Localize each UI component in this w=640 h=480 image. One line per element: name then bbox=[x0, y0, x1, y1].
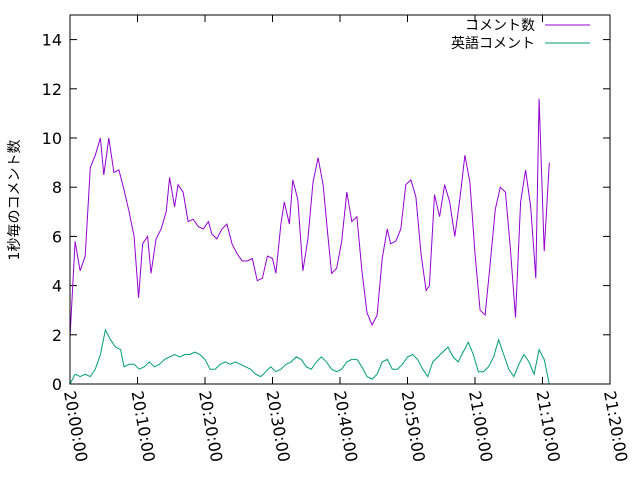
x-tick-label: 20:10:00 bbox=[128, 389, 159, 463]
x-tick-label: 20:30:00 bbox=[263, 389, 294, 463]
x-tick-label: 21:10:00 bbox=[533, 389, 564, 463]
x-tick-label: 20:50:00 bbox=[398, 389, 429, 463]
x-tick-label: 20:00:00 bbox=[60, 389, 91, 463]
y-tick-label: 0 bbox=[52, 375, 62, 394]
y-tick-label: 12 bbox=[42, 80, 62, 99]
y-axis-label: 1秒毎のコメント数 bbox=[7, 140, 23, 261]
x-tick-label: 21:20:00 bbox=[600, 389, 631, 463]
series-line-1 bbox=[69, 328, 550, 385]
y-tick-label: 8 bbox=[52, 178, 62, 197]
series-group bbox=[69, 98, 550, 385]
x-tick-label: 21:00:00 bbox=[465, 389, 496, 463]
y-tick-label: 6 bbox=[52, 227, 62, 246]
y-tick-label: 2 bbox=[52, 326, 62, 345]
legend-label: コメント数 bbox=[465, 18, 535, 34]
y-tick-label: 10 bbox=[42, 129, 62, 148]
y-tick-label: 14 bbox=[42, 31, 62, 50]
x-tick-label: 20:40:00 bbox=[330, 389, 361, 463]
legend-label: 英語コメント bbox=[451, 35, 535, 52]
plot-frame bbox=[69, 14, 611, 385]
series-line-0 bbox=[69, 98, 550, 338]
x-tick-label: 20:20:00 bbox=[195, 389, 226, 463]
y-ticks: 0 2 4 6 8 10 12 14 bbox=[42, 31, 610, 394]
y-tick-label: 4 bbox=[52, 277, 62, 296]
